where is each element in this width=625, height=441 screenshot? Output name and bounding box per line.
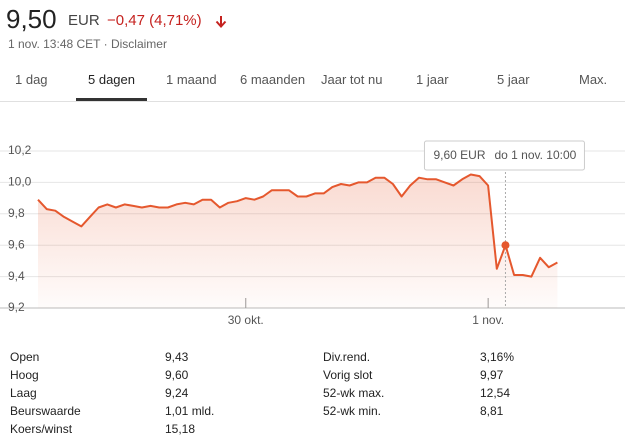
stat-value: 12,54 [480, 386, 511, 400]
tab[interactable]: 5 dagen [88, 72, 135, 87]
y-tick-label: 9,2 [8, 300, 25, 314]
tab[interactable]: 6 maanden [240, 72, 306, 87]
timestamp: 1 nov. 13:48 CET · Disclaimer [8, 37, 167, 51]
x-tick-label: 1 nov. [472, 313, 504, 327]
stat-label: Hoog [10, 368, 39, 382]
stat-label: Koers/winst [10, 422, 73, 436]
tab[interactable]: 1 dag [15, 72, 48, 87]
change: −0,47 (4,71%) [107, 12, 202, 29]
line [37, 173, 558, 278]
stat-value: 8,81 [480, 404, 504, 418]
y-tick-label: 10,2 [8, 143, 32, 157]
y-tick-label: 9,4 [8, 269, 25, 283]
tooltip-box [423, 140, 585, 171]
tab-divider [0, 101, 625, 102]
tab[interactable]: 5 jaar [497, 72, 530, 87]
tab-indicator [76, 98, 147, 101]
y-tick-label: 9,6 [8, 237, 25, 251]
price: 9,50 [6, 4, 57, 34]
tab[interactable]: Max. [579, 72, 608, 87]
tab[interactable]: Jaar tot nu [321, 72, 383, 87]
y-tick-label: 10,0 [8, 175, 32, 189]
tooltip: 9,60 EUR do 1 nov. 10:00 [423, 140, 585, 171]
stat-label: Laag [10, 386, 37, 400]
stat-label: 52-wk max. [323, 386, 385, 400]
stat-value: 1,01 mld. [165, 404, 215, 418]
x-tick-label: 30 okt. [228, 313, 264, 327]
stat-value: 9,60 [165, 368, 189, 382]
chart: 9,2 9,4 9,6 9,8 10,0 10,2 30 okt. 1 nov. 9,60 EU… [0, 140, 625, 327]
stat-value: 9,97 [480, 368, 504, 382]
stat-label: Div.rend. [323, 350, 371, 364]
tab[interactable]: 1 jaar [416, 72, 449, 87]
y-tick-label: 9,8 [8, 206, 25, 220]
tooltip-value: 9,60 EUR [433, 148, 485, 162]
currency: EUR [68, 12, 100, 29]
stat-label: Open [10, 350, 40, 364]
stat-label: Beurswaarde [10, 404, 81, 418]
stat-label: Vorig slot [323, 368, 373, 382]
stat-label: 52-wk min. [323, 404, 382, 418]
down-arrow [215, 16, 227, 28]
tooltip-time: do 1 nov. 10:00 [494, 148, 576, 162]
stat-value: 9,43 [165, 350, 189, 364]
stat-value: 15,18 [165, 422, 196, 436]
stat-value: 3,16% [480, 350, 515, 364]
stat-value: 9,24 [165, 386, 189, 400]
area [38, 174, 558, 308]
tooltip-point [501, 241, 510, 250]
tab[interactable]: 1 maand [166, 72, 217, 87]
